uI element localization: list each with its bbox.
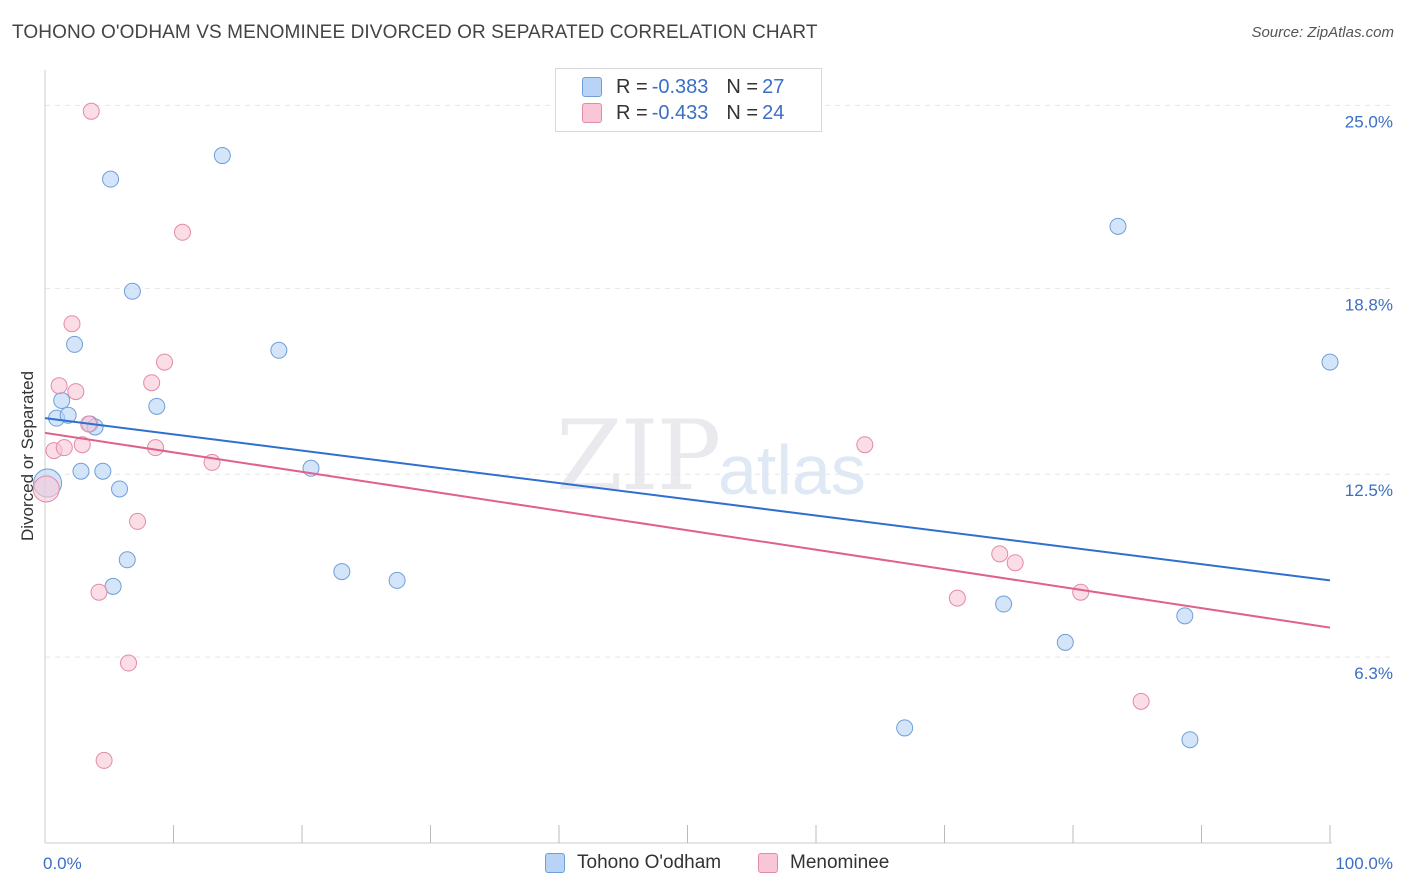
data-point-menominee <box>73 436 91 454</box>
data-point-menominee <box>143 374 161 392</box>
data-point-tohono <box>111 480 129 498</box>
data-point-tohono <box>1056 633 1074 651</box>
data-point-tohono <box>213 147 231 165</box>
bottom-legend-swatch-menominee <box>758 853 778 873</box>
correlation-legend: R = -0.383 N = 27 R = -0.433 N = 24 <box>555 68 822 132</box>
legend-r-label: R = <box>616 75 648 98</box>
data-point-menominee <box>50 377 68 395</box>
data-point-menominee <box>82 102 100 120</box>
data-point-menominee <box>32 475 60 503</box>
legend-r-value: -0.383 <box>651 75 709 98</box>
legend-swatch-menominee <box>582 103 602 123</box>
data-point-tohono <box>1181 731 1199 749</box>
bottom-legend-swatch-tohono <box>545 853 565 873</box>
data-point-menominee <box>173 223 191 241</box>
bottom-legend: Tohono O'odham Menominee <box>0 852 1406 878</box>
x-tick-label-end: 100.0% <box>1335 854 1393 873</box>
y-tick-label: 12.5% <box>1345 481 1393 500</box>
data-point-menominee <box>129 512 147 530</box>
chart-title: TOHONO O'ODHAM VS MENOMINEE DIVORCED OR … <box>12 22 818 43</box>
data-point-tohono <box>148 397 166 415</box>
legend-n-value: 24 <box>762 101 785 124</box>
bottom-legend-label-menominee: Menominee <box>790 852 890 873</box>
data-point-tohono <box>896 719 914 737</box>
data-point-tohono <box>1176 607 1194 625</box>
trend-line-menominee <box>44 431 1331 629</box>
trend-line-tohono <box>44 417 1331 582</box>
y-tick-label: 6.3% <box>1354 664 1393 683</box>
data-point-menominee <box>156 353 174 371</box>
data-point-menominee <box>120 654 138 672</box>
data-point-menominee <box>991 545 1009 563</box>
data-point-menominee <box>147 439 165 457</box>
data-point-menominee <box>63 315 81 333</box>
data-point-menominee <box>95 751 113 769</box>
data-point-tohono <box>123 282 141 300</box>
legend-row-tohono: R = -0.383 N = 27 <box>582 74 784 100</box>
data-point-menominee <box>90 583 108 601</box>
data-point-tohono <box>94 462 112 480</box>
bottom-legend-tohono[interactable]: Tohono O'odham <box>545 852 721 874</box>
data-point-tohono <box>53 391 71 409</box>
data-point-menominee <box>67 383 85 401</box>
bottom-legend-label-tohono: Tohono O'odham <box>577 852 722 873</box>
y-tick-label: 25.0% <box>1345 112 1393 131</box>
legend-swatch-tohono <box>582 77 602 97</box>
data-point-tohono <box>270 341 288 359</box>
data-point-menominee <box>856 436 874 454</box>
data-point-tohono <box>59 406 77 424</box>
data-point-tohono <box>118 551 136 569</box>
data-point-tohono <box>333 563 351 581</box>
legend-n-label: N = <box>726 75 759 98</box>
legend-r-value: -0.433 <box>651 101 709 124</box>
watermark-atlas: atlas <box>718 431 866 509</box>
x-tick-label-start: 0.0% <box>43 854 82 873</box>
data-point-tohono <box>102 170 120 188</box>
bottom-legend-menominee[interactable]: Menominee <box>758 852 889 874</box>
data-point-menominee <box>1132 692 1150 710</box>
source-label: Source: ZipAtlas.com <box>1251 24 1394 41</box>
data-point-menominee <box>1072 583 1090 601</box>
legend-n-label: N = <box>726 101 759 124</box>
data-point-tohono <box>1321 353 1339 371</box>
legend-n-value: 27 <box>762 75 785 98</box>
legend-r-label: R = <box>616 101 648 124</box>
data-point-tohono <box>388 571 406 589</box>
y-tick-label: 18.8% <box>1345 295 1393 314</box>
data-point-tohono <box>1109 217 1127 235</box>
data-point-menominee <box>948 589 966 607</box>
data-point-menominee <box>55 439 73 457</box>
legend-row-menominee: R = -0.433 N = 24 <box>582 100 784 126</box>
data-point-tohono <box>66 335 84 353</box>
data-point-tohono <box>995 595 1013 613</box>
data-point-tohono <box>72 462 90 480</box>
data-point-tohono <box>104 577 122 595</box>
data-point-menominee <box>1006 554 1024 572</box>
